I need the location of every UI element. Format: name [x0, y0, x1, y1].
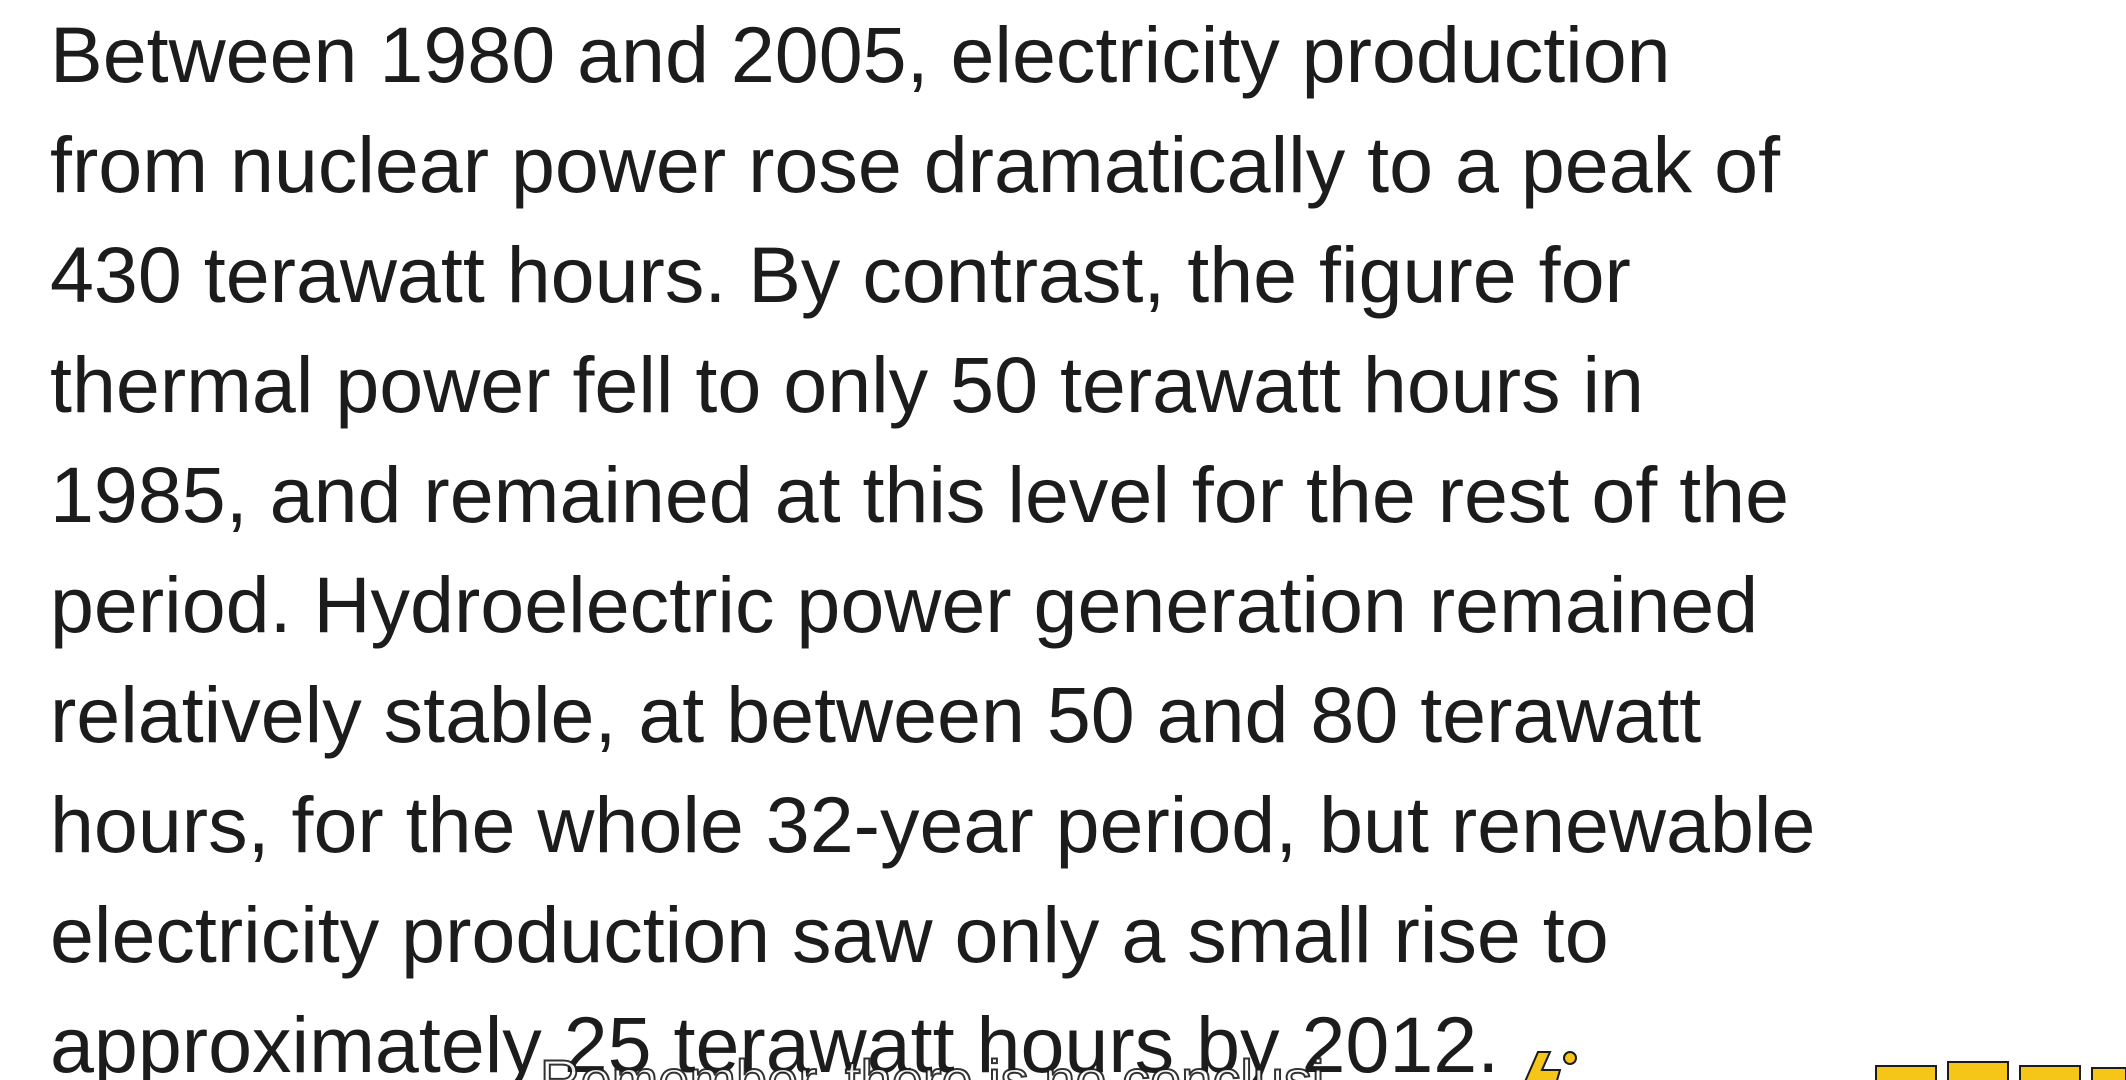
logo-mark-icon — [1524, 1051, 1577, 1080]
paragraph-line: from nuclear power rose dramatically to … — [50, 120, 1781, 209]
paragraph-line: 430 terawatt hours. By contrast, the fig… — [50, 230, 1631, 319]
paragraph-line: relatively stable, at between 50 and 80 … — [50, 670, 1702, 759]
paragraph-line: hours, for the whole 32-year period, but… — [50, 780, 1816, 869]
paragraph-line: thermal power fell to only 50 terawatt h… — [50, 340, 1644, 429]
paragraph-line: approximately 25 terawatt hours by 2012. — [50, 1000, 1500, 1080]
paragraph: Between 1980 and 2005, electricity produ… — [50, 0, 2120, 1080]
paragraph-line: period. Hydroelectric power generation r… — [50, 560, 1759, 649]
paragraph-line: 1985, and remained at this level for the… — [50, 450, 1790, 539]
video-subtitle: Remember, there is no conclusi — [539, 1048, 1325, 1080]
brand-logo-icon — [1875, 1061, 2126, 1080]
paragraph-line: Between 1980 and 2005, electricity produ… — [50, 10, 1671, 99]
paragraph-line: electricity production saw only a small … — [50, 890, 1609, 979]
